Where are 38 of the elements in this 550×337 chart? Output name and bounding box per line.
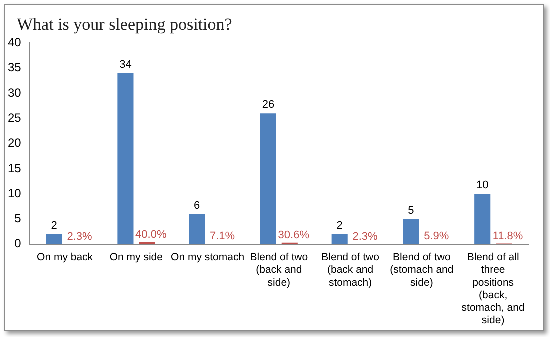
x-tick-label: Blend of all three positions (back, stomach, and side) <box>462 252 525 327</box>
data-label: 30.6% <box>278 229 310 242</box>
y-tick-label: 35 <box>8 60 22 75</box>
x-tick-label: Blend of two (stomach and side) <box>390 252 454 289</box>
data-label: 11.8% <box>492 230 524 242</box>
y-tick-label: 30 <box>8 86 22 100</box>
bar <box>403 219 420 244</box>
data-label: 2 <box>51 220 58 232</box>
data-label: 5.9% <box>424 230 450 243</box>
y-tick-label: 5 <box>14 212 22 226</box>
y-tick-label: 20 <box>8 136 22 150</box>
bar <box>474 194 491 244</box>
x-tick-label: Blend of two (back and side) <box>250 252 308 289</box>
data-label: 5 <box>408 204 414 217</box>
data-label: 7.1% <box>210 230 236 243</box>
bar <box>189 214 206 244</box>
data-label: 2.3% <box>67 230 92 243</box>
data-label: 34 <box>120 58 132 71</box>
data-label: 6 <box>194 200 200 212</box>
y-tick-label: 0 <box>14 236 22 251</box>
data-label: 40.0% <box>136 228 167 241</box>
y-tick-label: 25 <box>8 110 22 125</box>
x-tick-label: Blend of two (back and stomach) <box>322 252 380 289</box>
x-tick-label: On my back <box>37 252 94 264</box>
data-label: 10 <box>476 180 489 192</box>
y-tick-label: 40 <box>8 36 22 50</box>
bar <box>260 114 276 244</box>
y-tick-label: 15 <box>8 161 22 176</box>
x-tick-label: On my stomach <box>171 252 245 264</box>
data-label: 2.3% <box>352 230 378 243</box>
chart-title: What is your sleeping position? <box>17 15 232 35</box>
x-tick-label: On my side <box>110 252 164 264</box>
bar <box>46 234 62 244</box>
data-label: 2 <box>336 220 343 232</box>
bar <box>332 234 348 244</box>
bar <box>118 73 134 244</box>
data-label: 26 <box>262 99 275 112</box>
y-tick-label: 10 <box>8 186 22 200</box>
